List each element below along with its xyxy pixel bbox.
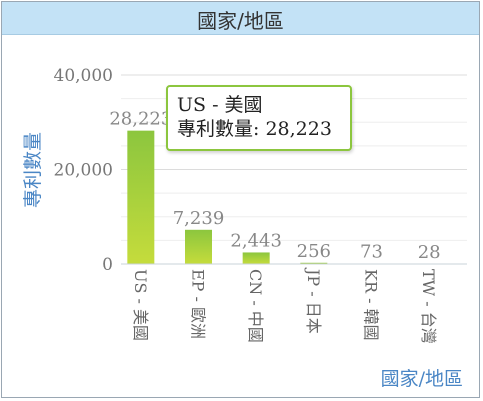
- y-axis-title: 專利數量: [22, 132, 44, 208]
- data-label: 28: [418, 242, 441, 263]
- category-labels: US - 美國 EP - 歐洲 CN - 中國 JP - 日本 KR - 韓國 TW - …: [131, 267, 438, 344]
- data-label: 28,223: [109, 109, 172, 130]
- category-label: JP - 日本: [304, 267, 323, 334]
- y-tick-label: 20,000: [54, 161, 113, 181]
- x-axis-title: 國家/地區: [381, 368, 463, 390]
- y-tick-label: 40,000: [54, 66, 113, 86]
- data-label: 7,239: [173, 208, 225, 229]
- bar[interactable]: [127, 130, 155, 264]
- bars: [127, 130, 443, 265]
- data-label: 2,443: [230, 230, 282, 251]
- grid-lines: [121, 74, 467, 241]
- tooltip: US - 美國 專利數量: 28,223: [166, 85, 352, 151]
- category-label: KR - 韓國: [362, 269, 381, 341]
- data-label: 256: [297, 241, 331, 262]
- chart-header: 國家/地區: [2, 2, 479, 35]
- tooltip-value: 專利數量: 28,223: [177, 118, 332, 140]
- category-label: US - 美國: [131, 269, 150, 341]
- tooltip-category: US - 美國: [177, 94, 263, 116]
- y-axis-ticks: 0 20,000 40,000: [54, 66, 113, 275]
- bar[interactable]: [242, 252, 270, 264]
- category-label: EP - 歐洲: [189, 269, 208, 339]
- data-label: 73: [360, 242, 383, 263]
- category-label: TW - 台灣: [419, 269, 438, 344]
- bar[interactable]: [185, 229, 212, 264]
- chart-header-title: 國家/地區: [197, 9, 284, 33]
- y-tick-label: 0: [102, 255, 113, 275]
- bar[interactable]: [300, 262, 328, 264]
- category-label: CN - 中國: [246, 269, 265, 343]
